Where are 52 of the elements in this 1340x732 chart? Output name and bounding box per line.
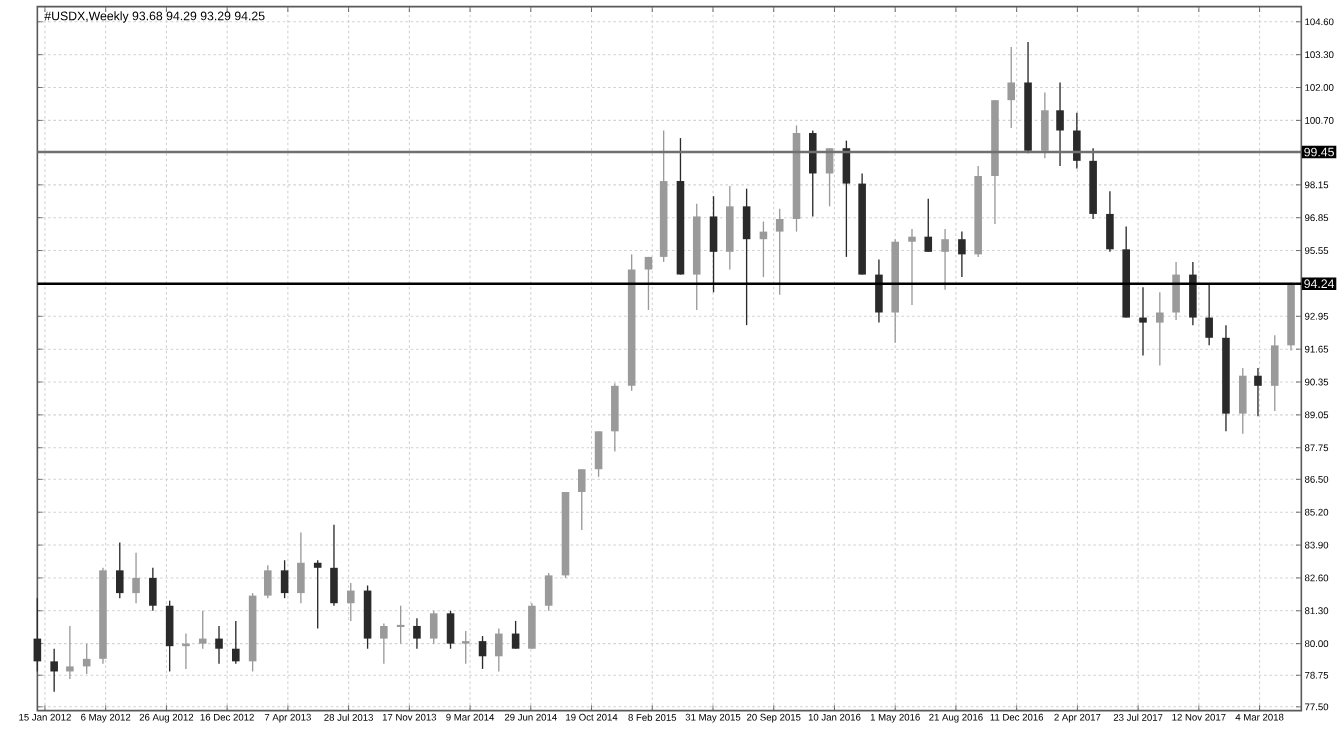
candlestick <box>644 256 653 311</box>
candlestick <box>165 600 174 673</box>
candlestick <box>280 559 289 599</box>
candlestick <box>461 630 470 665</box>
candlestick <box>297 531 305 604</box>
candlestick <box>232 620 240 665</box>
candlestick <box>149 567 157 612</box>
candlestick <box>1041 91 1049 159</box>
candlestick <box>511 620 520 650</box>
candlestick <box>1106 190 1114 253</box>
candlestick <box>1056 81 1064 167</box>
candlestick <box>1073 112 1081 170</box>
candlestick <box>115 541 124 599</box>
candlestick <box>1139 286 1147 357</box>
candlestick <box>1189 261 1197 326</box>
candlestick <box>726 185 734 271</box>
candlestick <box>313 559 322 630</box>
candlestick <box>132 551 140 604</box>
candlestick <box>1238 367 1247 435</box>
candlestick <box>264 564 272 599</box>
candlestick <box>528 602 536 650</box>
candlestick <box>742 187 751 326</box>
candlestick <box>875 258 883 324</box>
candlestick <box>198 610 207 650</box>
candlestick <box>941 228 949 291</box>
candlestick <box>446 610 455 650</box>
candlestick <box>544 572 553 612</box>
candlestick <box>924 198 933 253</box>
candlestick <box>775 208 784 296</box>
candlestick <box>709 195 718 293</box>
candlestick <box>66 625 74 680</box>
candlestick <box>429 610 438 645</box>
candlestick <box>346 582 355 622</box>
candlestick <box>577 468 586 531</box>
candlestick <box>1205 284 1213 347</box>
candlestick <box>215 625 223 665</box>
candlestick <box>808 129 817 218</box>
candlestick <box>1007 46 1016 129</box>
candlestick <box>611 382 619 453</box>
candlestick <box>958 230 966 278</box>
candlestick <box>1172 261 1180 321</box>
candlestick <box>908 228 916 306</box>
candlestick <box>478 635 487 670</box>
candlestick <box>495 627 503 673</box>
candlestick <box>1156 291 1164 367</box>
candlestick <box>50 648 58 693</box>
candlestick <box>380 622 388 665</box>
candlestick <box>413 617 421 650</box>
candlestick <box>330 524 338 607</box>
candlestick <box>1270 334 1279 412</box>
candlestick <box>1254 367 1262 417</box>
candlestick <box>594 430 603 478</box>
